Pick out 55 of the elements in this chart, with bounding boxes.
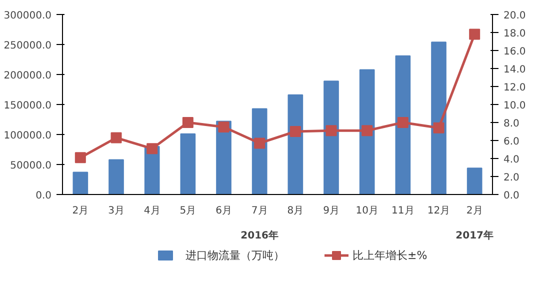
y-tick-label: 100000.0 [4, 130, 52, 142]
x-tick-label: 11月 [392, 206, 414, 216]
x-tick-label: 10月 [356, 206, 378, 216]
x-tick-label: 8月 [287, 206, 304, 216]
point [397, 117, 408, 128]
x-tick-label: 2月 [466, 206, 483, 216]
x-tick-label: 3月 [108, 206, 124, 216]
x-tick-label: 7月 [251, 206, 268, 216]
y2-tick-label: 14.0 [504, 64, 526, 76]
y2-tick-label: 20.0 [504, 10, 526, 22]
y2-tick-label: 8.0 [504, 118, 520, 130]
bar [108, 159, 124, 194]
bar [395, 55, 411, 194]
text: 2016年 [240, 230, 279, 242]
y-tick-label: 300000.0 [4, 10, 52, 22]
point [290, 126, 301, 137]
x-tick-label: 6月 [216, 206, 232, 216]
text: 2017年 [456, 230, 494, 242]
y2-tick-label: 2.0 [504, 172, 520, 184]
bar [324, 80, 339, 194]
point [362, 125, 373, 136]
x-tick-label: 9月 [323, 206, 340, 216]
bar [431, 42, 446, 194]
point [433, 122, 444, 134]
point [182, 117, 194, 128]
y2-tick-label: 18.0 [504, 28, 526, 40]
y-tick-label: 200000.0 [4, 70, 52, 82]
y2-tick-label: 4.0 [504, 154, 520, 166]
y-tick-label: 150000.0 [4, 100, 52, 112]
y2-tick-label: 16.0 [504, 46, 526, 58]
legend-label: 比上年增长±% [352, 249, 428, 262]
x-tick-label: 5月 [180, 206, 196, 216]
y-tick-label: 50000.0 [10, 160, 52, 172]
y-tick-label: 250000.0 [4, 40, 52, 52]
bar [466, 168, 482, 194]
point [110, 132, 122, 144]
y2-tick-label: 0.0 [504, 190, 520, 202]
bar [288, 94, 304, 194]
y2-tick-label: 6.0 [504, 136, 520, 148]
x-tick-label: 2月 [72, 206, 89, 216]
point [74, 152, 86, 164]
point [146, 143, 158, 154]
point [469, 28, 480, 40]
bar [72, 172, 88, 194]
y2-tick-label: 10.0 [504, 100, 526, 112]
legend-label: 进口物流量（万吨） [186, 249, 284, 262]
bar [180, 133, 196, 194]
point [254, 138, 266, 149]
x-tick-label: 12月 [427, 206, 450, 216]
point [218, 122, 230, 132]
y-tick-label: 0.0 [36, 190, 52, 202]
bar [359, 69, 375, 194]
point [326, 125, 337, 136]
x-tick-label: 4月 [144, 206, 160, 216]
y2-tick-label: 12.0 [504, 82, 526, 94]
